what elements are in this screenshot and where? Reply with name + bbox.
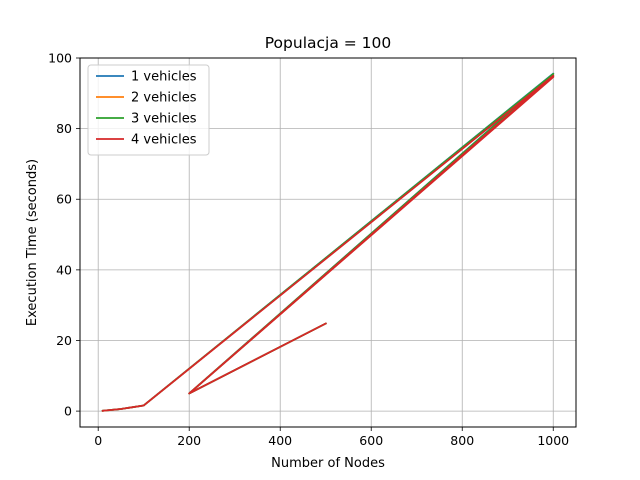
legend-label-1: 1 vehicles <box>131 70 197 85</box>
x-tick-label: 1000 <box>537 433 569 448</box>
x-tick-label: 200 <box>177 433 201 448</box>
series-line-4 <box>101 74 555 412</box>
x-tick-label: 0 <box>94 433 102 448</box>
x-axis-label: Number of Nodes <box>271 456 385 471</box>
legend-label-2: 2 vehicles <box>131 91 197 106</box>
x-tick-label: 400 <box>268 433 292 448</box>
plot-frame <box>79 57 577 428</box>
y-tick-label: 60 <box>56 192 72 207</box>
axis-ticks: 0 200 400 600 800 1000 0 20 40 60 80 100 <box>48 51 569 449</box>
x-tick-label: 800 <box>450 433 474 448</box>
y-tick-label: 80 <box>56 121 72 136</box>
legend: 1 vehicles 2 vehicles 3 vehicles 4 vehicles <box>87 64 210 156</box>
legend-label-4: 4 vehicles <box>131 133 197 148</box>
y-axis-label: Execution Time (seconds) <box>25 159 40 326</box>
legend-box <box>87 64 210 156</box>
chart-title: Populacja = 100 <box>265 34 392 52</box>
x-tick-label: 600 <box>359 433 383 448</box>
y-tick-label: 20 <box>56 333 72 348</box>
y-tick-label: 40 <box>56 262 72 277</box>
legend-label-3: 3 vehicles <box>131 112 197 127</box>
series-lines <box>101 72 555 412</box>
y-tick-label: 100 <box>48 51 72 66</box>
y-tick-label: 0 <box>64 404 72 419</box>
